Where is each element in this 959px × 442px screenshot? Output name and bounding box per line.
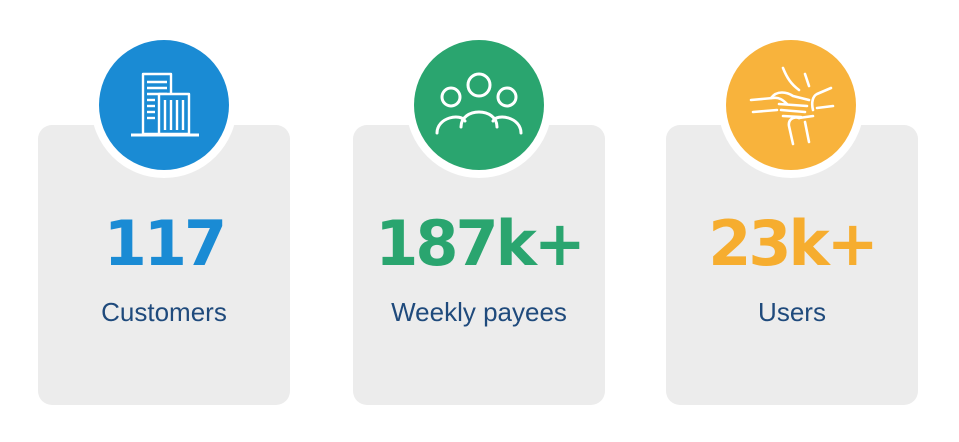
users-badge [718, 32, 864, 178]
stat-label-users: Users [758, 297, 826, 327]
stat-label-customers: Customers [101, 297, 227, 327]
people-group-icon [435, 72, 523, 135]
users-icon-circle [726, 40, 856, 170]
customers-badge [91, 32, 237, 178]
weekly-payees-icon-circle [414, 40, 544, 170]
office-building-icon [131, 72, 199, 137]
stat-value-users: 23k+ [708, 207, 878, 280]
stacked-hands-icon [749, 66, 835, 146]
stat-value-weekly-payees: 187k+ [375, 207, 586, 280]
weekly-payees-badge [406, 32, 552, 178]
stat-label-weekly-payees: Weekly payees [391, 297, 567, 327]
stat-value-customers: 117 [103, 207, 227, 280]
customers-icon-circle [99, 40, 229, 170]
